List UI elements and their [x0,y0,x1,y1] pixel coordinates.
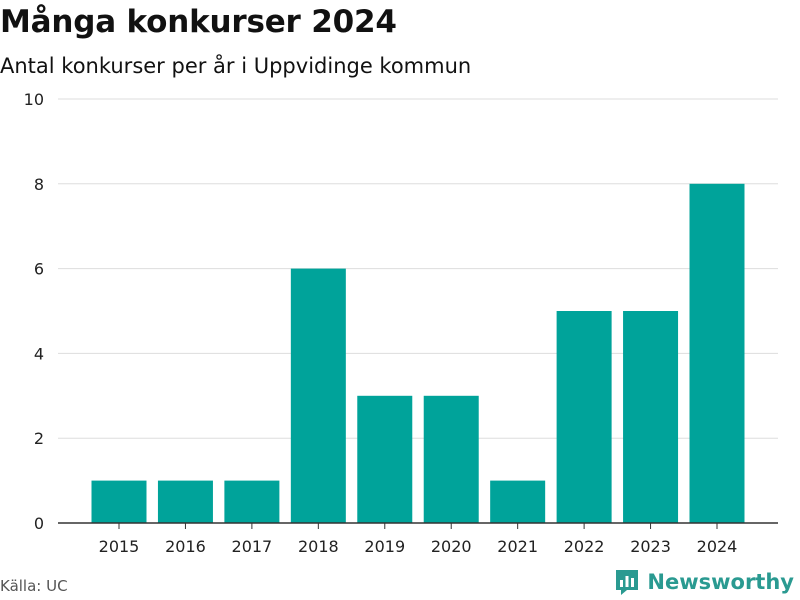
x-tick-label: 2023 [630,537,671,556]
bar-2015 [91,480,147,523]
y-tick-label: 0 [34,514,44,533]
bar-2016 [157,480,213,523]
source-note: Källa: UC [0,577,68,595]
bar-2020 [423,395,479,523]
brand-logo: Newsworthy [614,568,794,596]
chart-subtitle: Antal konkurser per år i Uppvidinge komm… [0,54,472,78]
x-axis-ticks: 2015 2016 2017 2018 2019 2020 2021 2022 2023 2024 [99,523,738,556]
x-tick-label: 2022 [564,537,605,556]
y-tick-label: 6 [34,260,44,279]
brand-name: Newsworthy [647,570,794,594]
x-tick-label: 2021 [497,537,538,556]
bar-2024 [689,183,745,524]
y-tick-label: 4 [34,344,44,363]
newsworthy-logo-icon [616,570,639,595]
x-tick-label: 2015 [99,537,140,556]
bar-2017 [224,480,280,523]
y-axis-ticks: 0 2 4 6 8 10 [24,90,44,533]
bar-2019 [357,395,413,523]
y-tick-label: 8 [34,175,44,194]
chart-title: Många konkurser 2024 [0,4,397,40]
x-tick-label: 2017 [232,537,273,556]
x-tick-label: 2020 [431,537,472,556]
x-tick-label: 2019 [364,537,405,556]
x-tick-label: 2016 [165,537,206,556]
bar-2021 [490,480,546,523]
bars [91,183,745,524]
bar-2018 [290,268,346,523]
bar-2023 [623,311,679,523]
y-tick-label: 10 [24,90,44,109]
bar-2022 [556,311,612,523]
x-tick-label: 2024 [697,537,738,556]
y-tick-label: 2 [34,429,44,448]
x-tick-label: 2018 [298,537,339,556]
